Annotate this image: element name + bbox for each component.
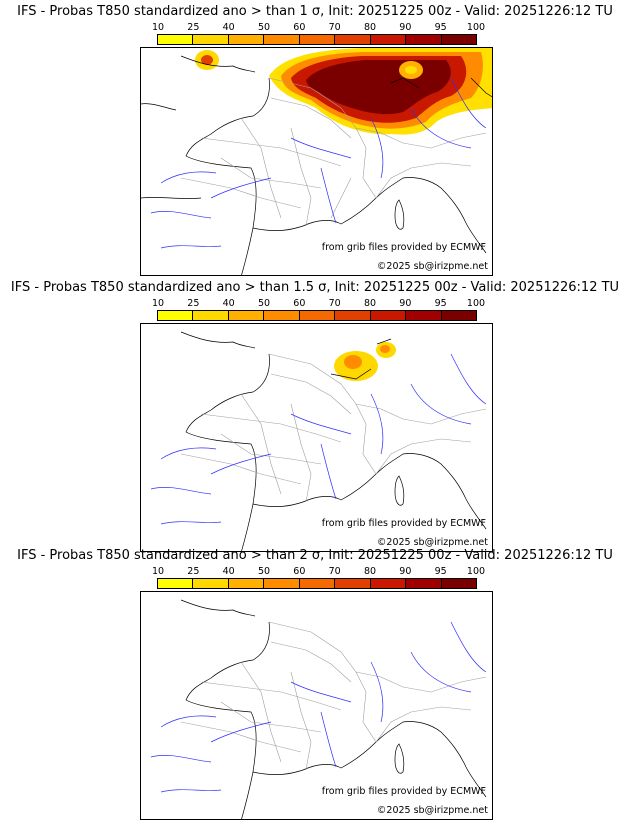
colorbar-segment: [406, 579, 442, 588]
colorbar-tick-label: 50: [257, 298, 271, 309]
colorbar: [157, 310, 477, 321]
colorbar-tick-label: 50: [257, 566, 271, 577]
colorbar-tick-label: 25: [187, 22, 200, 33]
colorbar-tick-label: 95: [434, 22, 447, 33]
colorbar-tick-label: 100: [466, 298, 486, 309]
colorbar-tick-label: 95: [434, 298, 447, 309]
colorbar-tick-label: 10: [151, 298, 165, 309]
source-credit: from grib files provided by ECMWF: [321, 518, 486, 529]
borders: [180, 77, 487, 227]
colorbar-tick-label: 60: [293, 298, 306, 309]
colorbar: [157, 578, 477, 589]
map-svg: [150, 331, 487, 551]
colorbar-segment: [264, 579, 300, 588]
colorbar-tick-label: 70: [328, 298, 341, 309]
colorbar-segment: [406, 35, 442, 44]
map-1sigma: from grib files provided by ECMWF ©2025 …: [140, 47, 493, 276]
map-1-5sigma: from grib files provided by ECMWF ©2025 …: [140, 323, 493, 552]
colorbar-tick-label: 60: [293, 22, 306, 33]
colorbar-segment: [299, 35, 336, 44]
colorbar-segment: [299, 579, 336, 588]
copyright-credit: ©2025 sb@irizpme.net: [376, 261, 488, 272]
map-svg: [141, 48, 492, 275]
colorbar-segment: [370, 579, 407, 588]
rivers: [150, 621, 487, 793]
colorbar-tick-label: 25: [187, 298, 200, 309]
colorbar-segment: [441, 35, 476, 44]
anomaly-patch-1-core: [344, 355, 362, 369]
anomaly-field: [195, 48, 492, 135]
rivers: [150, 353, 487, 525]
colorbar-segment: [264, 311, 300, 320]
colorbar-tick-label: 70: [328, 566, 341, 577]
colorbar-segment: [228, 35, 265, 44]
colorbar-tick-label: 80: [363, 22, 377, 33]
forecast-panel-2sigma: IFS - Probas T850 standardized ano > tha…: [0, 544, 630, 820]
colorbar-tick-label: 25: [187, 566, 200, 577]
colorbar-tick-label: 70: [328, 22, 341, 33]
forecast-panel-1-5sigma: IFS - Probas T850 standardized ano > tha…: [0, 276, 630, 552]
colorbar: [157, 34, 477, 45]
colorbar-tick-label: 90: [399, 22, 412, 33]
anomaly-england-core: [201, 55, 213, 65]
colorbar-segment: [406, 311, 442, 320]
colorbar-tick-label: 80: [363, 298, 377, 309]
borders: [180, 621, 487, 771]
colorbar-segment: [193, 311, 229, 320]
colorbar-segment: [441, 311, 476, 320]
colorbar-segment: [193, 579, 229, 588]
colorbar-ticks: 10 25 40 50 60 70 80 90 95 100: [152, 566, 485, 578]
colorbar-tick-label: 10: [151, 22, 165, 33]
map-svg: [150, 599, 487, 819]
map-2sigma: from grib files provided by ECMWF ©2025 …: [140, 591, 493, 820]
anomaly-field: [334, 342, 396, 381]
colorbar-segment: [335, 311, 371, 320]
borders: [180, 353, 487, 503]
colorbar-tick-label: 90: [399, 566, 412, 577]
colorbar-tick-label: 40: [222, 298, 235, 309]
forecast-panel-1sigma: IFS - Probas T850 standardized ano > tha…: [0, 0, 630, 276]
colorbar-tick-label: 60: [293, 566, 306, 577]
copyright-credit: ©2025 sb@irizpme.net: [376, 537, 488, 548]
source-credit: from grib files provided by ECMWF: [321, 242, 486, 253]
colorbar-tick-label: 80: [363, 566, 377, 577]
colorbar-segment: [370, 35, 407, 44]
colorbar-segment: [158, 579, 194, 588]
colorbar-segment: [335, 579, 371, 588]
panel-title: IFS - Probas T850 standardized ano > tha…: [17, 548, 613, 563]
colorbar-segment: [158, 311, 194, 320]
colorbar-ticks: 10 25 40 50 60 70 80 90 95 100: [152, 22, 485, 34]
colorbar-tick-label: 10: [151, 566, 165, 577]
colorbar-segment: [228, 579, 265, 588]
colorbar-segment: [441, 579, 476, 588]
colorbar-segment: [228, 311, 265, 320]
colorbar-tick-label: 100: [466, 22, 486, 33]
copyright-credit: ©2025 sb@irizpme.net: [376, 805, 488, 816]
anomaly-patch-2-core: [380, 345, 390, 353]
colorbar-tick-label: 40: [222, 566, 235, 577]
anomaly-hole-core: [405, 66, 417, 74]
rivers: [150, 77, 487, 249]
colorbar-tick-label: 40: [222, 22, 235, 33]
colorbar-tick-label: 95: [434, 566, 447, 577]
colorbar-tick-label: 90: [399, 298, 412, 309]
colorbar-segment: [299, 311, 336, 320]
colorbar-segment: [158, 35, 194, 44]
panel-title: IFS - Probas T850 standardized ano > tha…: [17, 4, 613, 19]
colorbar-ticks: 10 25 40 50 60 70 80 90 95 100: [152, 298, 485, 310]
colorbar-segment: [370, 311, 407, 320]
source-credit: from grib files provided by ECMWF: [321, 786, 486, 797]
colorbar-segment: [193, 35, 229, 44]
colorbar-segment: [335, 35, 371, 44]
panel-title: IFS - Probas T850 standardized ano > tha…: [10, 280, 620, 295]
colorbar-tick-label: 100: [466, 566, 486, 577]
colorbar-segment: [264, 35, 300, 44]
colorbar-tick-label: 50: [257, 22, 271, 33]
